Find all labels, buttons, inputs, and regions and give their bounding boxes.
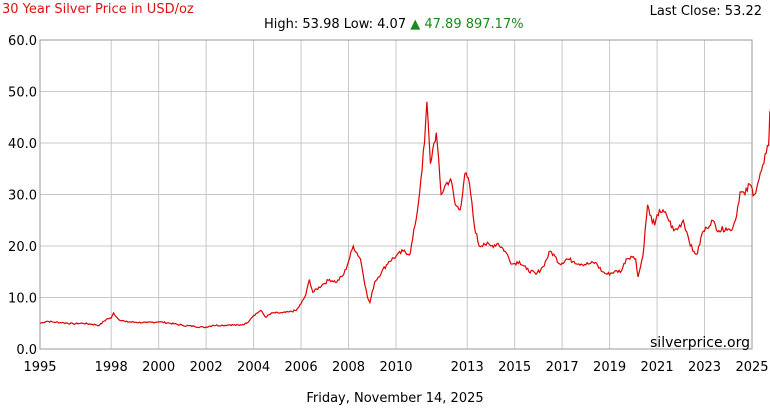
x-tick-label: 1995 (23, 360, 56, 375)
x-tick-label: 2006 (285, 360, 318, 375)
x-tick-label: 2023 (688, 360, 721, 375)
high-low-label: High: 53.98 Low: 4.07 (264, 17, 407, 32)
x-tick-label: 2002 (190, 360, 223, 375)
x-tick-label: 2013 (451, 360, 484, 375)
y-tick-label: 10.0 (8, 292, 37, 307)
price-chart: 0.0 10.0 20.0 30.0 40.0 50.0 60.0 1995 1998 2000… (8, 34, 770, 375)
x-tick-label: 2008 (332, 360, 365, 375)
chart-grid (39, 39, 753, 350)
y-tick-label: 60.0 (8, 34, 37, 49)
y-tick-label: 20.0 (8, 240, 37, 255)
y-tick-label: 40.0 (8, 137, 37, 152)
x-tick-label: 2025 (735, 360, 768, 375)
x-axis-labels: 1995 1998 2000 2002 2004 2006 2008 2010 2013 2015… (23, 360, 768, 375)
chart-title: 30 Year Silver Price in USD/oz (2, 2, 194, 17)
price-line (39, 101, 770, 329)
x-tick-label: 2021 (641, 360, 674, 375)
change-value: 47.89 897.17% (424, 17, 524, 32)
y-tick-label: 30.0 (8, 189, 37, 204)
price-stats: High: 53.98 Low: 4.07 ▲ 47.89 897.17% (264, 17, 524, 32)
y-tick-label: 0.0 (16, 343, 37, 358)
y-tick-label: 50.0 (8, 86, 37, 101)
x-tick-label: 1998 (95, 360, 128, 375)
x-tick-label: 2019 (593, 360, 626, 375)
x-tick-label: 2017 (546, 360, 579, 375)
plot-frame (39, 39, 753, 350)
change-up-arrow-icon: ▲ (410, 17, 421, 32)
y-axis-labels: 0.0 10.0 20.0 30.0 40.0 50.0 60.0 (8, 34, 37, 358)
chart-date: Friday, November 14, 2025 (306, 391, 484, 406)
watermark: silverprice.org (650, 335, 750, 351)
x-tick-label: 2015 (498, 360, 531, 375)
last-close-label: Last Close: 53.22 (649, 4, 762, 19)
x-tick-label: 2004 (237, 360, 270, 375)
x-tick-label: 2000 (142, 360, 175, 375)
x-tick-label: 2010 (379, 360, 412, 375)
